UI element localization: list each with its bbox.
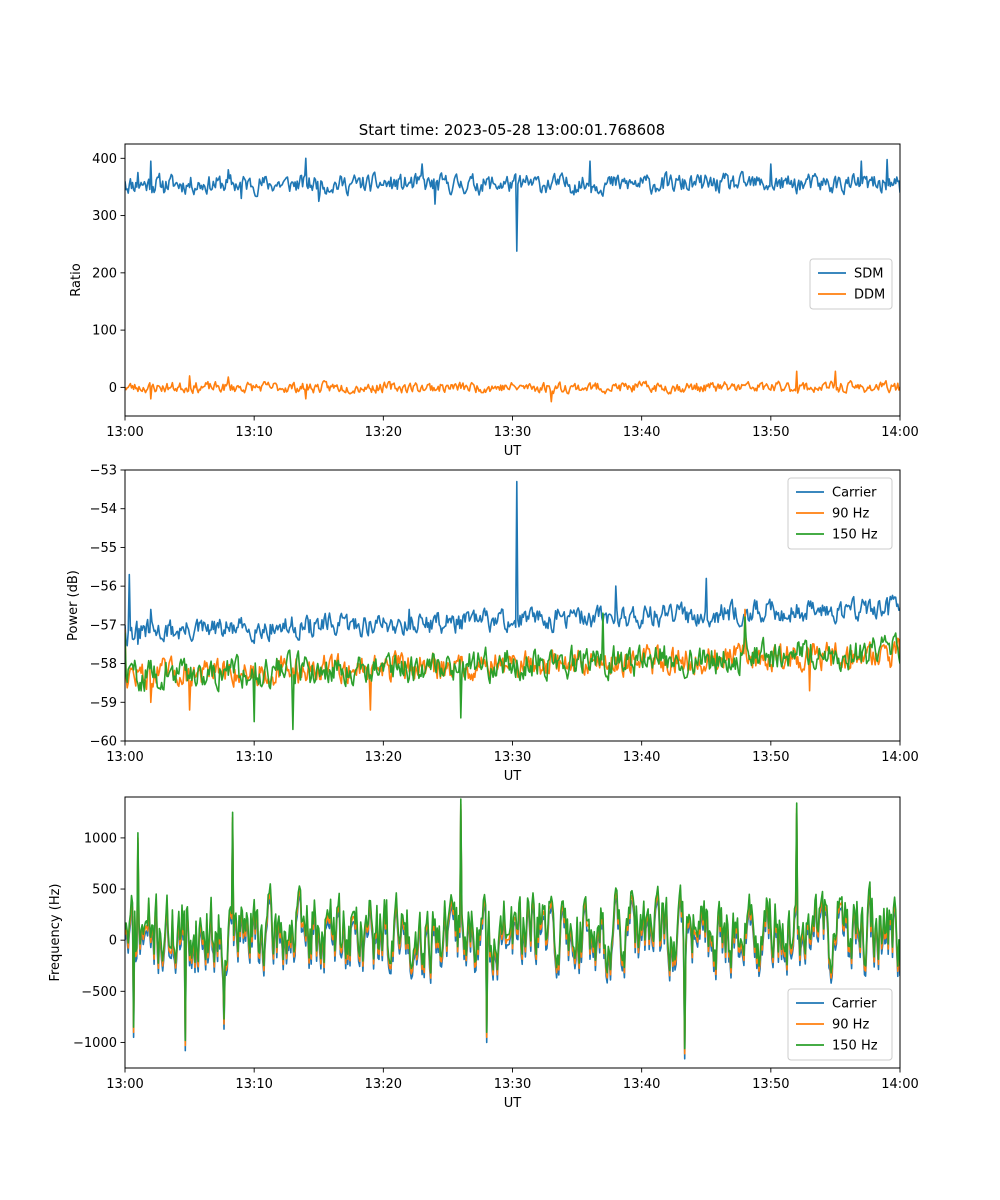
legend-frame xyxy=(809,258,893,310)
frequency-panel: 13:00 13:10 13:20 13:30 13:40 13:50 14:00 −1000… xyxy=(48,796,919,1111)
legend-label: SDM xyxy=(854,267,883,282)
legend: Carrier 90 Hz 150 Hz xyxy=(787,477,893,550)
plot-area xyxy=(125,157,900,403)
y-tick-label: −54 xyxy=(90,502,117,517)
x-tick-label: 13:30 xyxy=(494,425,531,440)
legend-label: 90 Hz xyxy=(832,507,869,522)
legend-label: Carrier xyxy=(832,486,877,501)
y-tick-label: −1000 xyxy=(73,1036,117,1051)
y-tick-label: 1000 xyxy=(84,831,117,846)
series-line-150-hz xyxy=(125,798,900,1050)
x-tick-label: 13:20 xyxy=(365,1077,402,1092)
legend: SDM DDM xyxy=(809,258,893,310)
series-line-sdm xyxy=(125,157,900,252)
x-tick-label: 13:40 xyxy=(623,425,660,440)
legend-frame xyxy=(787,988,893,1061)
plot-area xyxy=(125,480,900,731)
y-tick-label: 0 xyxy=(109,381,117,396)
y-tick-label: −53 xyxy=(90,464,117,479)
series-line-carrier xyxy=(125,480,900,647)
series-line-ddm xyxy=(125,370,900,403)
y-tick-label: −500 xyxy=(81,985,117,1000)
legend-label: DDM xyxy=(854,288,885,303)
x-tick-label: 13:00 xyxy=(106,1077,143,1092)
y-tick-label: −55 xyxy=(90,541,117,556)
x-tick-label: 13:50 xyxy=(752,425,789,440)
y-axis-label: Ratio xyxy=(69,263,84,296)
x-tick-label: 13:50 xyxy=(752,750,789,765)
ratio-panel: 13:00 13:10 13:20 13:30 13:40 13:50 14:00 0 100 2… xyxy=(69,143,919,459)
series-line-150-hz xyxy=(125,612,900,731)
x-tick-label: 13:00 xyxy=(106,425,143,440)
x-tick-label: 14:00 xyxy=(881,425,918,440)
x-tick-label: 14:00 xyxy=(881,1077,918,1092)
x-tick-label: 13:20 xyxy=(365,750,402,765)
axes-frame xyxy=(124,469,901,742)
x-tick-label: 13:40 xyxy=(623,1077,660,1092)
x-tick-label: 13:30 xyxy=(494,750,531,765)
plot-area xyxy=(125,798,900,1060)
y-tick-label: −59 xyxy=(90,696,117,711)
y-tick-label: 300 xyxy=(92,209,117,224)
y-axis-label: Power (dB) xyxy=(66,570,81,641)
y-tick-label: 0 xyxy=(109,934,117,949)
legend-label: 150 Hz xyxy=(832,528,878,543)
x-tick-label: 13:40 xyxy=(623,750,660,765)
y-tick-label: 100 xyxy=(92,324,117,339)
x-tick-label: 13:10 xyxy=(235,1077,272,1092)
legend: Carrier 90 Hz 150 Hz xyxy=(787,988,893,1061)
y-axis-label: Frequency (Hz) xyxy=(48,883,63,981)
legend-label: Carrier xyxy=(832,997,877,1012)
x-tick-label: 13:10 xyxy=(235,750,272,765)
figure-title: Start time: 2023-05-28 13:00:01.768608 xyxy=(359,121,665,139)
legend-label: 150 Hz xyxy=(832,1039,878,1054)
y-tick-label: 200 xyxy=(92,266,117,281)
x-axis-label: UT xyxy=(504,444,522,459)
x-tick-label: 13:50 xyxy=(752,1077,789,1092)
y-tick-label: −56 xyxy=(90,580,117,595)
y-tick-label: 500 xyxy=(92,883,117,898)
legend-frame xyxy=(787,477,893,550)
x-tick-label: 13:20 xyxy=(365,425,402,440)
x-axis-label: UT xyxy=(504,1096,522,1111)
x-axis-label: UT xyxy=(504,769,522,784)
x-tick-label: 13:00 xyxy=(106,750,143,765)
power-panel: 13:00 13:10 13:20 13:30 13:40 13:50 14:00 −60 −5… xyxy=(66,464,919,785)
y-tick-label: −60 xyxy=(90,735,117,750)
x-tick-label: 13:10 xyxy=(235,425,272,440)
x-tick-label: 13:30 xyxy=(494,1077,531,1092)
y-tick-label: −57 xyxy=(90,618,117,633)
legend-label: 90 Hz xyxy=(832,1018,869,1033)
y-tick-label: 400 xyxy=(92,152,117,167)
y-tick-label: −58 xyxy=(90,657,117,672)
x-tick-label: 14:00 xyxy=(881,750,918,765)
